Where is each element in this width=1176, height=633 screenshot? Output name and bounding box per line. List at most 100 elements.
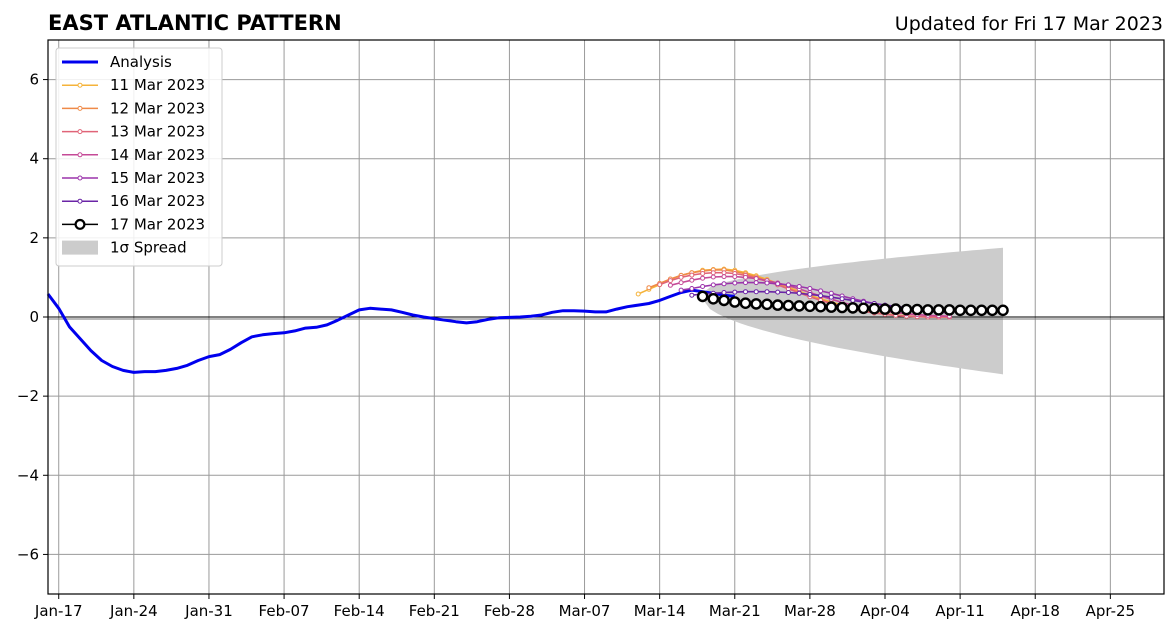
forecast-point xyxy=(700,275,706,281)
current-forecast-point xyxy=(900,303,913,316)
current-forecast-point xyxy=(847,302,859,314)
legend-swatch-marker xyxy=(77,198,83,204)
forecast-point xyxy=(732,274,738,280)
x-tick-label: Mar-14 xyxy=(634,602,686,620)
current-forecast-point xyxy=(782,299,795,312)
forecast-point xyxy=(721,290,727,295)
forecast-point xyxy=(753,289,759,295)
forecast-point xyxy=(796,290,802,296)
forecast-point xyxy=(667,282,673,288)
legend-entry: 12 Mar 2023 xyxy=(62,99,205,117)
x-tick-label: Mar-21 xyxy=(709,602,761,620)
legend-label: Analysis xyxy=(110,53,172,71)
forecast-point xyxy=(743,280,748,286)
legend-label: 13 Mar 2023 xyxy=(110,123,205,141)
forecast-point xyxy=(678,274,684,280)
current-forecast-point xyxy=(857,302,870,315)
legend-swatch-marker xyxy=(77,82,83,88)
forecast-point xyxy=(646,285,652,291)
current-forecast-point xyxy=(868,302,881,315)
current-forecast-point xyxy=(997,304,1009,317)
legend-entry: 15 Mar 2023 xyxy=(62,169,205,187)
forecast-point xyxy=(721,281,727,287)
y-tick-label: −6 xyxy=(17,545,39,563)
forecast-point xyxy=(764,280,770,286)
current-forecast-point xyxy=(965,304,977,317)
forecast-point xyxy=(764,289,770,295)
current-forecast-point xyxy=(729,296,741,308)
forecast-point xyxy=(657,282,663,288)
forecast-point xyxy=(689,292,695,298)
forecast-point xyxy=(743,289,748,295)
forecast-point xyxy=(753,280,759,286)
x-tick-label: Jan-31 xyxy=(184,602,233,620)
forecast-point xyxy=(689,272,695,278)
forecast-point xyxy=(689,277,695,283)
forecast-point xyxy=(828,294,834,300)
y-tick-label: −4 xyxy=(17,466,39,484)
forecast-point xyxy=(732,280,738,286)
forecast-point xyxy=(743,274,748,280)
forecast-point xyxy=(710,282,716,288)
current-forecast-point xyxy=(943,304,956,316)
forecast-point xyxy=(700,284,706,289)
forecast-point xyxy=(678,287,684,293)
current-forecast-point xyxy=(836,301,848,314)
current-forecast-point xyxy=(793,300,806,312)
legend-entry: 17 Mar 2023 xyxy=(62,215,205,233)
legend-label: 17 Mar 2023 xyxy=(110,215,205,233)
legend-entry: 16 Mar 2023 xyxy=(62,192,205,210)
forecast-point xyxy=(850,297,856,303)
forecast-point xyxy=(775,289,781,295)
y-tick-label: −2 xyxy=(17,387,39,405)
series-analysis xyxy=(46,288,735,374)
current-forecast-point xyxy=(879,303,891,315)
x-tick-label: Jan-17 xyxy=(34,602,83,620)
forecast-point xyxy=(818,288,824,294)
forecast-point xyxy=(678,280,684,286)
legend-label: 11 Mar 2023 xyxy=(110,76,205,94)
x-tick-label: Apr-18 xyxy=(1010,602,1060,620)
current-forecast-point xyxy=(771,299,784,311)
x-tick-label: Mar-07 xyxy=(559,602,611,620)
x-tick-label: Feb-28 xyxy=(484,602,535,620)
current-forecast-point xyxy=(750,298,763,310)
forecast-point xyxy=(839,296,845,302)
current-forecast-point xyxy=(986,304,999,317)
y-tick-label: 6 xyxy=(29,71,39,89)
legend-swatch-marker xyxy=(77,105,83,111)
x-tick-label: Apr-25 xyxy=(1086,602,1136,620)
current-forecast-point xyxy=(911,303,924,316)
legend-label: 14 Mar 2023 xyxy=(110,146,205,164)
legend-box xyxy=(55,47,223,267)
forecast-point xyxy=(721,274,727,280)
legend-label: 16 Mar 2023 xyxy=(110,192,205,210)
forecast-point xyxy=(700,271,706,276)
forecast-point xyxy=(807,291,813,297)
x-tick-label: Apr-11 xyxy=(935,602,985,620)
forecast-point xyxy=(785,290,791,295)
current-forecast-point xyxy=(718,294,730,307)
legend-swatch-patch xyxy=(62,240,98,255)
forecast-point xyxy=(818,293,824,299)
legend-entry: 1σ Spread xyxy=(62,239,187,257)
legend-swatch-marker xyxy=(77,175,83,181)
x-tick-label: Feb-14 xyxy=(334,602,385,620)
x-tick-label: Jan-24 xyxy=(109,602,158,620)
x-tick-label: Feb-21 xyxy=(409,602,460,620)
y-tick-label: 4 xyxy=(29,150,39,168)
x-tick-label: Feb-07 xyxy=(259,602,310,620)
current-forecast-point xyxy=(761,298,773,311)
plot-area: −6 −4 −2 0 2 4 6 Jan-17 Jan-24 Jan-31 Feb-07 Feb-14… xyxy=(17,39,1165,620)
y-tick-label: 0 xyxy=(29,308,39,326)
forecast-point xyxy=(732,289,738,295)
legend-swatch-marker xyxy=(74,218,86,230)
legend-swatch-marker xyxy=(77,129,83,135)
legend-entry: 13 Mar 2023 xyxy=(62,123,205,141)
current-forecast-point xyxy=(814,300,827,313)
legend-swatch-marker xyxy=(77,152,83,158)
forecast-point xyxy=(807,286,813,291)
legend-entry: 11 Mar 2023 xyxy=(62,76,205,94)
forecast-point xyxy=(753,276,759,282)
